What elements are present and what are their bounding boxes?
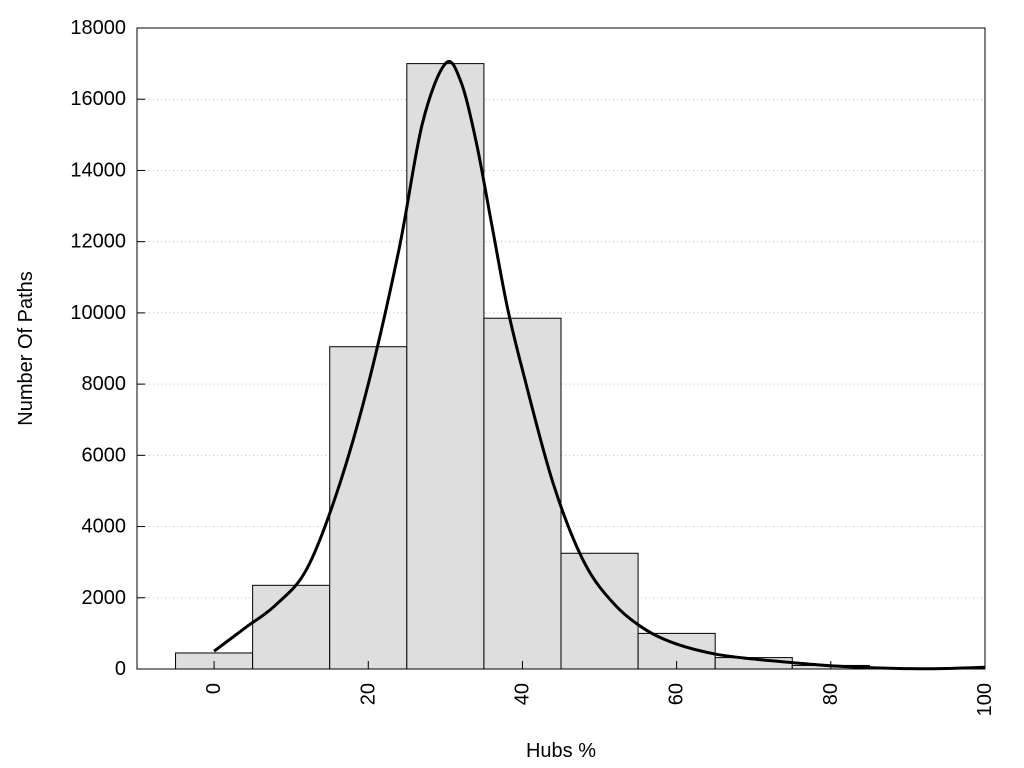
x-tick-label: 40 — [511, 683, 533, 705]
y-tick-label: 18000 — [70, 17, 126, 39]
y-tick-label: 6000 — [82, 444, 127, 466]
density-curve — [213, 60, 986, 671]
x-axis-title: Hubs % — [526, 740, 596, 762]
y-axis-title: Number Of Paths — [15, 271, 37, 426]
x-tick-label: 0 — [203, 683, 225, 694]
plot-frame — [136, 27, 986, 670]
y-axis-ticks: 0 2000 4000 6000 8000 10000 12000 14000 16000 180… — [70, 17, 145, 680]
histogram-bar — [329, 346, 408, 670]
histogram-bar — [560, 552, 639, 670]
bars — [175, 63, 986, 670]
histogram-bar — [483, 317, 562, 670]
density-curve-layer — [213, 60, 986, 671]
histogram-bar — [406, 63, 485, 670]
y-tick-label: 0 — [115, 658, 126, 680]
y-tick-label: 16000 — [70, 88, 126, 110]
x-axis-ticks: 0 20 40 60 80 100 — [203, 661, 996, 716]
y-tick-label: 14000 — [70, 159, 126, 181]
histogram-bar — [252, 584, 331, 670]
y-tick-label: 4000 — [82, 516, 127, 538]
x-tick-label: 60 — [666, 683, 688, 705]
x-tick-label: 100 — [974, 683, 996, 716]
y-tick-label: 12000 — [70, 231, 126, 253]
y-tick-label: 10000 — [70, 302, 126, 324]
x-tick-label: 80 — [820, 683, 842, 705]
y-tick-label: 8000 — [82, 373, 127, 395]
y-tick-label: 2000 — [82, 587, 127, 609]
x-tick-label: 20 — [357, 683, 379, 705]
